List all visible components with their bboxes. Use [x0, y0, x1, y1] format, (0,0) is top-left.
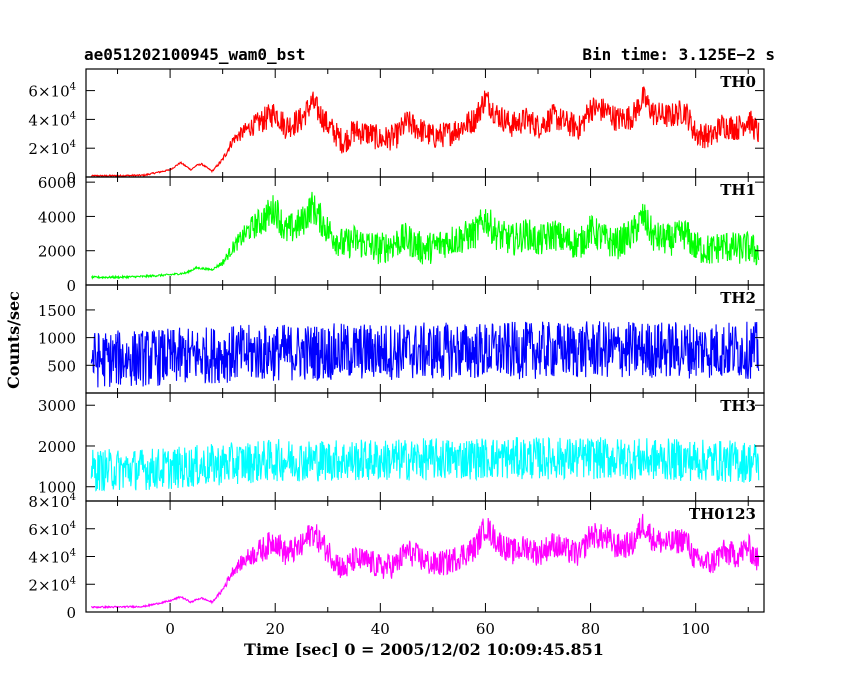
panel-frame	[85, 68, 765, 178]
x-tick-label: 80	[581, 620, 600, 638]
x-tick-label: 60	[476, 620, 495, 638]
panel-th0: TH0 0 2×104 4×104 6×104	[28, 68, 765, 187]
series-th2	[90, 321, 760, 388]
panel-frame	[85, 176, 765, 286]
x-tick-label: 100	[681, 620, 710, 638]
x-tick-label: 40	[371, 620, 390, 638]
panel-label: TH0123	[689, 505, 756, 523]
y-tick-label: 2×104	[28, 139, 76, 158]
panel-label: TH0	[720, 73, 756, 91]
panel-th0123: TH0123 0 2×104 4×104 6×104 8×104	[28, 492, 765, 622]
panel-label: TH2	[720, 289, 756, 307]
y-tick-label: 0	[66, 277, 76, 295]
y-tick-label: 0	[66, 169, 76, 187]
x-tick-label: 20	[266, 620, 285, 638]
x-axis-label: Time [sec] 0 = 2005/12/02 10:09:45.851	[244, 640, 604, 659]
y-axis-label: Counts/sec	[4, 291, 23, 389]
y-tick-label: 4×104	[28, 548, 76, 567]
panel-label: TH1	[720, 181, 756, 199]
panel-th2: TH2 500 1000 1500	[38, 284, 765, 394]
y-tick-label: 4000	[38, 208, 76, 226]
x-axis: 0 20 40 60 80 100	[165, 620, 710, 638]
y-tick-label: 3000	[38, 397, 76, 415]
y-tick-label: 6×104	[28, 520, 76, 539]
observation-id: ae051202100945_wam0_bst	[84, 45, 306, 64]
y-tick-label: 6×104	[28, 82, 76, 101]
y-tick-label: 2000	[38, 243, 76, 261]
bin-time-label: Bin time: 3.125E−2 s	[582, 45, 775, 64]
y-tick-label: 1500	[38, 302, 76, 320]
y-tick-label: 0	[66, 604, 76, 622]
y-tick-label: 2000	[38, 438, 76, 456]
y-tick-label: 1000	[38, 330, 76, 348]
panel-th1: TH1 0 2000 4000 6000	[38, 174, 765, 295]
y-tick-label: 8×104	[28, 492, 76, 511]
series-th3	[90, 436, 760, 492]
series-th0	[90, 86, 760, 177]
series-th0123	[91, 513, 760, 610]
panel-label: TH3	[720, 397, 756, 415]
y-tick-label: 2×104	[28, 575, 76, 594]
y-tick-label: 1000	[38, 479, 76, 497]
panel-th3: TH3 1000 2000 3000	[38, 392, 765, 502]
y-tick-label: 6000	[38, 174, 76, 192]
panels-group: TH0 0 2×104 4×104 6×104 TH1 0 2000 4000 6000 TH2 50…	[28, 68, 765, 622]
x-tick-label: 0	[165, 620, 175, 638]
y-tick-label: 4×104	[28, 110, 76, 129]
y-tick-label: 500	[47, 357, 76, 375]
series-th1	[91, 191, 760, 280]
